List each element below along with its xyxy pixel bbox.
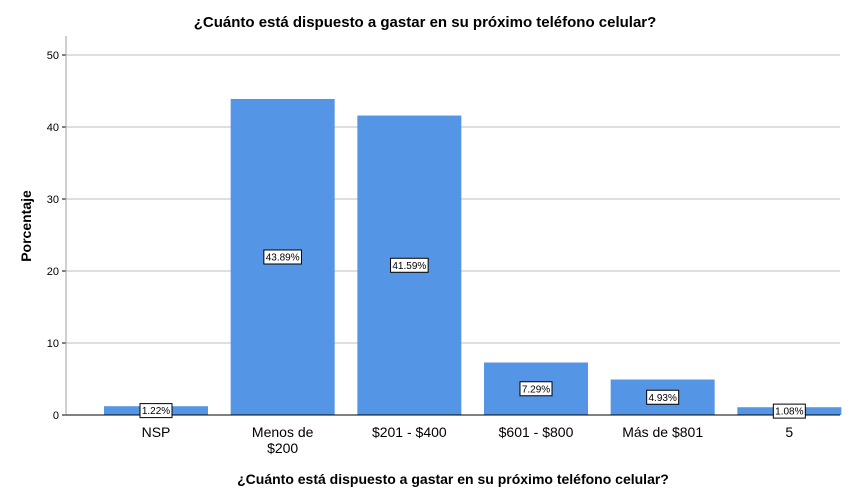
x-tick-label: $601 - $800 — [499, 424, 574, 440]
y-tick-label: 50 — [47, 50, 59, 62]
x-tick-label: 5 — [785, 424, 793, 440]
y-tick-label: 30 — [47, 194, 59, 206]
svg-text:4.93%: 4.93% — [648, 393, 676, 404]
y-tick-label: 10 — [47, 338, 59, 350]
x-tick-label: $201 - $400 — [372, 424, 447, 440]
data-label: 1.08% — [772, 403, 806, 419]
y-tick-label: 20 — [47, 266, 59, 278]
bars — [104, 98, 842, 415]
data-label: 41.59% — [390, 257, 429, 273]
x-tick-label: Más de $801 — [622, 424, 703, 440]
svg-text:7.29%: 7.29% — [522, 384, 550, 395]
data-label: 43.89% — [263, 249, 302, 265]
data-label: 1.22% — [139, 403, 173, 419]
y-axis-title: Porcentaje — [18, 190, 34, 262]
data-label: 7.29% — [519, 381, 553, 397]
svg-text:41.59%: 41.59% — [392, 261, 426, 272]
x-tick-label: Menos de $200 — [252, 424, 314, 456]
data-label: 4.93% — [646, 389, 680, 405]
y-tick-label: 0 — [53, 410, 59, 422]
y-tick-label: 40 — [47, 122, 59, 134]
y-axis-ticks: 0 10 20 30 40 50 — [47, 50, 66, 422]
x-axis-title: ¿Cuánto está dispuesto a gastar en su pr… — [237, 471, 669, 487]
x-axis-ticks: NSP Menos de $200 $201 - $400 $601 - $800 Más… — [142, 424, 794, 456]
svg-text:43.89%: 43.89% — [266, 252, 300, 263]
svg-text:1.22%: 1.22% — [142, 406, 170, 417]
svg-text:1.08%: 1.08% — [775, 407, 803, 418]
chart-title: ¿Cuánto está dispuesto a gastar en su pr… — [194, 14, 657, 31]
x-tick-label: NSP — [142, 424, 171, 440]
data-labels: 1.22% 43.89% 41.59% 7.29% 4.93% 1.08% — [139, 249, 806, 419]
